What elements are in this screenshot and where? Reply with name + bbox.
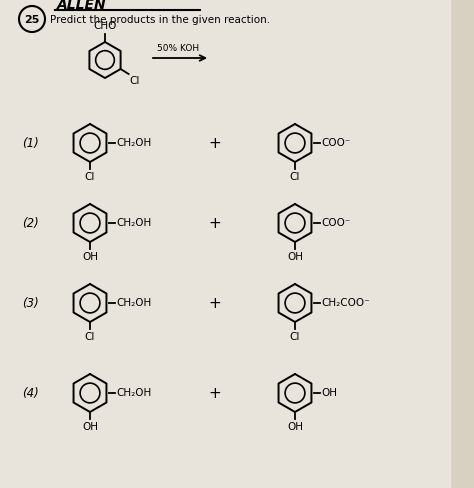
Text: CH₂COO⁻: CH₂COO⁻ (321, 297, 370, 307)
Text: 50% KOH: 50% KOH (157, 44, 199, 53)
Text: 25: 25 (24, 15, 40, 25)
Text: +: + (209, 386, 221, 401)
Text: OH: OH (321, 387, 337, 397)
Text: CH₂OH: CH₂OH (116, 387, 151, 397)
Text: CHO: CHO (93, 21, 117, 31)
Text: CH₂OH: CH₂OH (116, 297, 151, 307)
Text: +: + (209, 296, 221, 311)
Text: Cl: Cl (85, 331, 95, 341)
Text: COO⁻: COO⁻ (321, 138, 350, 148)
Text: CH₂OH: CH₂OH (116, 218, 151, 227)
Text: OH: OH (287, 251, 303, 262)
Text: (3): (3) (22, 297, 39, 310)
Text: CH₂OH: CH₂OH (116, 138, 151, 148)
Text: OH: OH (82, 251, 98, 262)
Text: (2): (2) (22, 217, 39, 230)
Text: Cl: Cl (290, 331, 300, 341)
Text: COO⁻: COO⁻ (321, 218, 350, 227)
Text: (1): (1) (22, 137, 39, 150)
Text: ALLEN: ALLEN (57, 0, 107, 12)
Text: +: + (209, 216, 221, 231)
Text: OH: OH (82, 421, 98, 431)
Text: Cl: Cl (129, 76, 140, 86)
Text: OH: OH (287, 421, 303, 431)
Text: Cl: Cl (85, 172, 95, 182)
Text: Cl: Cl (290, 172, 300, 182)
Text: Predict the products in the given reaction.: Predict the products in the given reacti… (50, 15, 270, 25)
Text: (4): (4) (22, 386, 39, 400)
Text: +: + (209, 136, 221, 151)
